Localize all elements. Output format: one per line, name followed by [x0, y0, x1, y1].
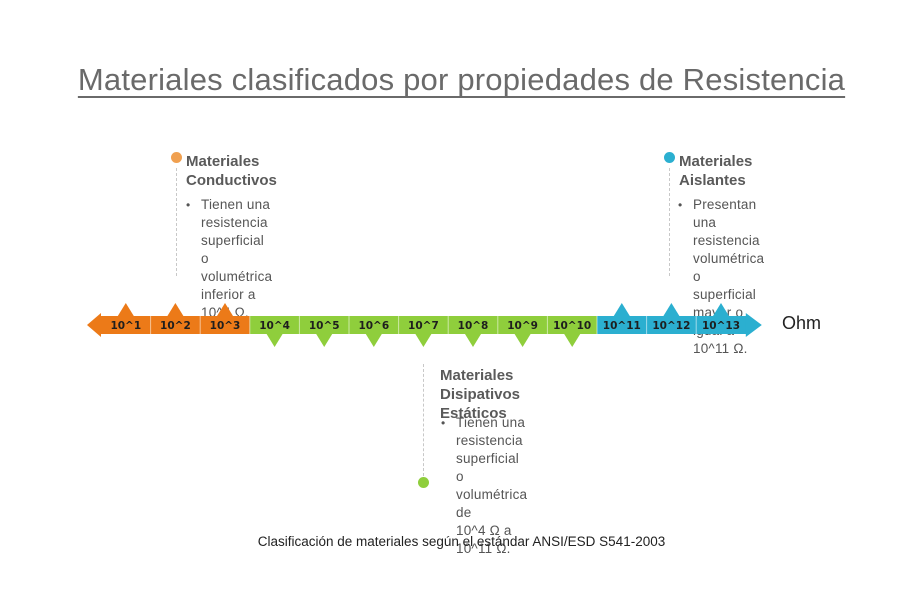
scale-marker-2 [217, 303, 233, 316]
scale-segment-12 [696, 316, 747, 334]
conductive-dot-icon [171, 152, 182, 163]
insulating-heading-line2: Aislantes [679, 172, 746, 189]
scale-tick-label: 10^1 [110, 320, 141, 332]
scale-segment-10 [597, 316, 648, 334]
scale-marker-5 [365, 334, 382, 347]
scale-segment-3 [249, 316, 300, 334]
scale-tick-label: 10^8 [458, 320, 489, 332]
scale-tick-label: 10^6 [358, 320, 389, 332]
scale-tick-label: 10^4 [259, 320, 290, 332]
scale-segment-7 [448, 316, 499, 334]
scale-segment-1 [150, 316, 201, 334]
scale-segment-5 [349, 316, 400, 334]
conductive-bullet-line: superficial o [201, 233, 264, 266]
conductive-heading: Materiales Conductivos [186, 152, 277, 190]
scale-tick-label: 10^12 [652, 320, 690, 332]
scale-tick-label: 10^5 [309, 320, 340, 332]
figure-caption: Clasificación de materiales según el est… [257, 534, 666, 549]
scale-tick-label: 10^11 [603, 320, 641, 332]
scale-marker-0 [117, 303, 134, 316]
page-title: Materiales clasificados por propiedades … [77, 62, 846, 97]
dissipative-bullet-line: volumétrica de [456, 487, 528, 520]
scale-segment-9 [547, 316, 598, 334]
scale-marker-10 [613, 303, 630, 316]
insulating-bullet: Presentan una resistencia volumétrica o … [678, 196, 765, 358]
conductive-heading-line1: Materiales [186, 153, 260, 170]
insulating-bullet-line: resistencia [693, 233, 760, 248]
insulating-bullet-line: volumétrica o [693, 251, 765, 284]
dissipative-bullet-line: Tienen una [456, 415, 526, 430]
scale-segment-4 [299, 316, 350, 334]
scale-right-arrowhead [745, 313, 762, 337]
conductive-bullet-line: volumétrica inferior a [201, 269, 273, 302]
dissipative-dot-icon [418, 477, 429, 488]
dissipative-bullet: Tienen una resistencia superficial o vol… [441, 414, 528, 558]
scale-unit-label: Ohm [782, 313, 822, 333]
scale-marker-11 [663, 303, 680, 316]
scale-tick-label: 10^13 [702, 320, 740, 332]
scale-tick-label: 10^2 [160, 320, 191, 332]
dissipative-heading-line1: Materiales [440, 367, 514, 384]
scale-segment-0 [101, 316, 152, 334]
scale-marker-6 [415, 334, 432, 347]
conductive-bullet-line: Tienen una resistencia [201, 197, 271, 230]
insulating-heading-line1: Materiales [679, 153, 753, 170]
insulating-description: Presentan una resistencia volumétrica o … [675, 196, 764, 358]
insulating-bullet-line: Presentan una [693, 197, 757, 230]
scale-left-arrowhead [87, 313, 101, 337]
dissipative-description: Tienen una resistencia superficial o vol… [438, 414, 527, 558]
scale-segment-2 [200, 316, 251, 334]
conductive-connector [176, 168, 177, 276]
scale-marker-8 [514, 334, 531, 347]
scale-marker-1 [167, 303, 184, 316]
dissipative-bullet-line: superficial o [456, 451, 519, 484]
scale-marker-3 [266, 334, 283, 347]
scale-tick-label: 10^3 [210, 320, 241, 332]
dissipative-bullet-line: resistencia [456, 433, 523, 448]
scale-segment-11 [646, 316, 697, 334]
insulating-heading: Materiales Aislantes [679, 152, 752, 190]
scale-marker-7 [465, 334, 481, 347]
conductive-heading-line2: Conductivos [186, 172, 277, 189]
scale-tick-label: 10^9 [507, 320, 538, 332]
scale-marker-4 [316, 334, 333, 347]
dissipative-bullet-line: 10^4 Ω a 10^11 Ω. [456, 523, 512, 556]
scale-tick-label: 10^10 [553, 320, 591, 332]
insulating-dot-icon [664, 152, 675, 163]
scale-segment-8 [497, 316, 548, 334]
insulating-connector [669, 168, 670, 276]
scale-tick-label: 10^7 [408, 320, 439, 332]
dissipative-connector [423, 364, 424, 476]
scale-segment-6 [398, 316, 449, 334]
scale-marker-9 [564, 334, 581, 347]
scale-marker-12 [713, 303, 729, 316]
